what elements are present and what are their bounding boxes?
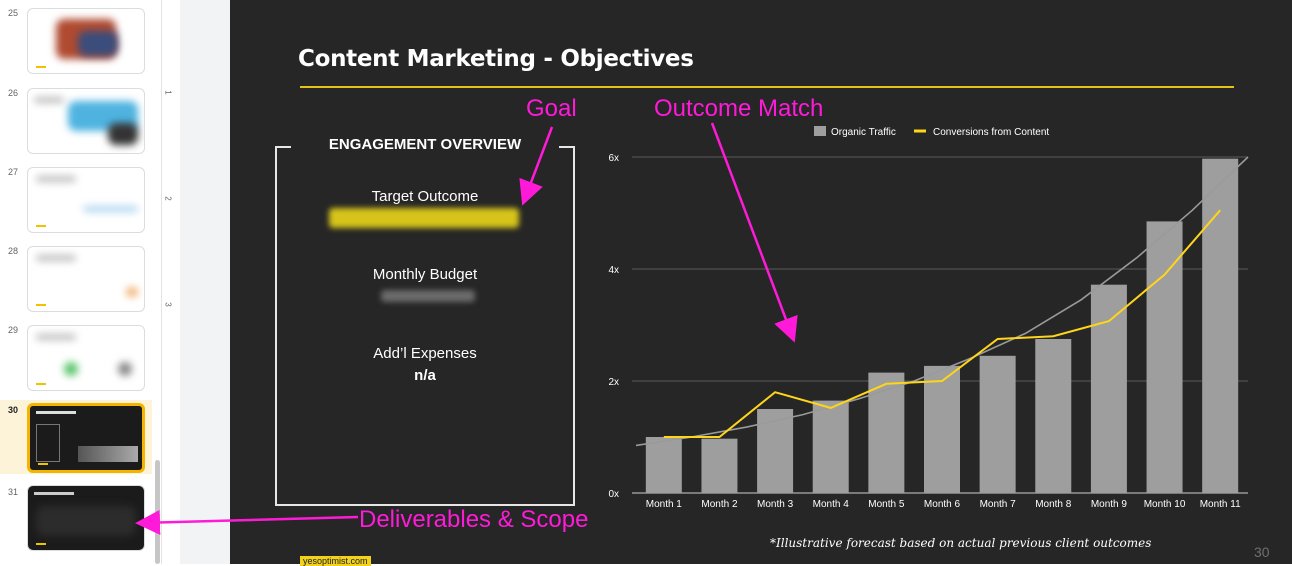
slide-number: 28 [8,246,19,256]
outcome-annotation: Outcome Match [654,95,824,122]
canvas-gutter [180,0,230,564]
thumbnail-title [34,492,74,495]
thumbnail-box [36,424,60,462]
ruler-number: 3 [163,302,173,307]
box-top-line [275,146,291,148]
thumbnail-accent [36,225,46,227]
bar [1035,339,1072,493]
thumbnail-text [36,255,76,261]
y-tick-label: 6x [608,153,619,164]
filmstrip-scrollbar[interactable] [155,460,160,564]
bar [924,365,960,493]
goal-annotation: Goal [526,95,577,122]
x-tick-label: Month 4 [813,499,850,510]
thumbnail-chart [83,206,138,212]
slide-canvas[interactable]: Content Marketing - Objectives ENGAGEMEN… [230,0,1292,566]
bar [979,355,1016,493]
slide-number: 29 [8,325,19,335]
expenses-label: Add’l Expenses [373,345,477,362]
growth-chart[interactable]: 0x 2x 4x 6x Month 1 Month 2 Month 3 Month 4 Mont… [230,0,1292,564]
thumbnail-accent [36,66,46,68]
bar [868,372,905,493]
thumbnail-content [36,506,136,536]
y-tick-label: 0x [608,489,619,500]
chart-footnote: *Illustrative forecast based on actual p… [770,536,1152,550]
box-top-line [559,146,575,148]
title-divider [300,86,1234,88]
slide-number: 30 [8,405,19,415]
x-tick-label: Month 8 [1035,499,1072,510]
thumbnail-image [118,362,132,376]
ruler-number: 2 [163,196,173,201]
thumbnail-chart [78,446,138,462]
box-corner [275,146,277,158]
legend-label-conversions: Conversions from Content [933,127,1049,138]
trendline [635,156,1249,447]
slide-thumbnail-25[interactable] [27,8,145,74]
slide-thumbnail-27[interactable] [27,167,145,233]
expenses-value: n/a [414,367,436,384]
y-tick-label: 4x [608,265,619,276]
thumbnail-text [36,176,76,182]
x-tick-label: Month 11 [1200,499,1241,510]
thumbnail-image [126,287,138,297]
bar [645,437,682,493]
box-corner [573,146,575,158]
x-tick-label: Month 7 [980,499,1017,510]
y-tick-label: 2x [608,377,619,388]
bar [701,438,738,493]
bar [1090,284,1127,493]
legend-label-organic-traffic: Organic Traffic [831,127,896,138]
redacted-target-value [329,208,519,228]
engagement-heading: ENGAGEMENT OVERVIEW [328,136,522,153]
thumbnail-image [78,31,118,56]
x-tick-label: Month 2 [701,499,738,510]
thumbnail-accent [36,383,46,385]
thumbnail-accent [36,543,46,545]
slide-thumbnail-26[interactable] [27,88,145,154]
thumbnail-title [36,411,76,414]
slide-number: 25 [8,8,19,18]
x-tick-label: Month 9 [1091,499,1128,510]
ruler-number: 1 [163,90,173,95]
conversions-line [663,209,1221,438]
slide-title[interactable]: Content Marketing - Objectives [298,46,694,72]
thumbnail-text [34,97,64,103]
slide-thumbnail-30[interactable] [27,403,145,473]
slide-number: 31 [8,487,19,497]
filmstrip-scrollbar-track [152,0,160,564]
x-tick-label: Month 6 [924,499,961,510]
site-badge: yesoptimist.com [300,556,371,566]
x-tick-label: Month 1 [646,499,683,510]
thumbnail-image [64,362,78,376]
thumbnail-accent [36,304,46,306]
slide-page-number: 30 [1254,544,1270,560]
thumbnail-image [108,123,138,145]
slide-filmstrip: 25 26 27 28 29 30 31 [0,0,160,564]
x-tick-label: Month 3 [757,499,794,510]
bar [757,409,794,493]
slide-thumbnail-29[interactable] [27,325,145,391]
slide-thumbnail-28[interactable] [27,246,145,312]
x-tick-label: Month 5 [868,499,905,510]
deliverables-annotation: Deliverables & Scope [359,506,589,533]
target-outcome-label: Target Outcome [371,188,479,205]
bar [812,400,849,493]
slide-number: 27 [8,167,19,177]
monthly-budget-label: Monthly Budget [372,266,478,283]
slide-thumbnail-31[interactable] [27,485,145,551]
thumbnail-accent [38,463,48,465]
x-tick-label: Month 10 [1144,499,1186,510]
redacted-budget-value [381,290,475,302]
thumbnail-text [36,334,76,340]
bar [1146,221,1183,493]
bar [1202,158,1239,493]
slide-number: 26 [8,88,19,98]
legend-swatch-organic-traffic [814,126,826,136]
vertical-ruler: 1 2 3 [161,0,181,564]
engagement-overview-box[interactable]: ENGAGEMENT OVERVIEW Target Outcome Month… [275,136,575,506]
